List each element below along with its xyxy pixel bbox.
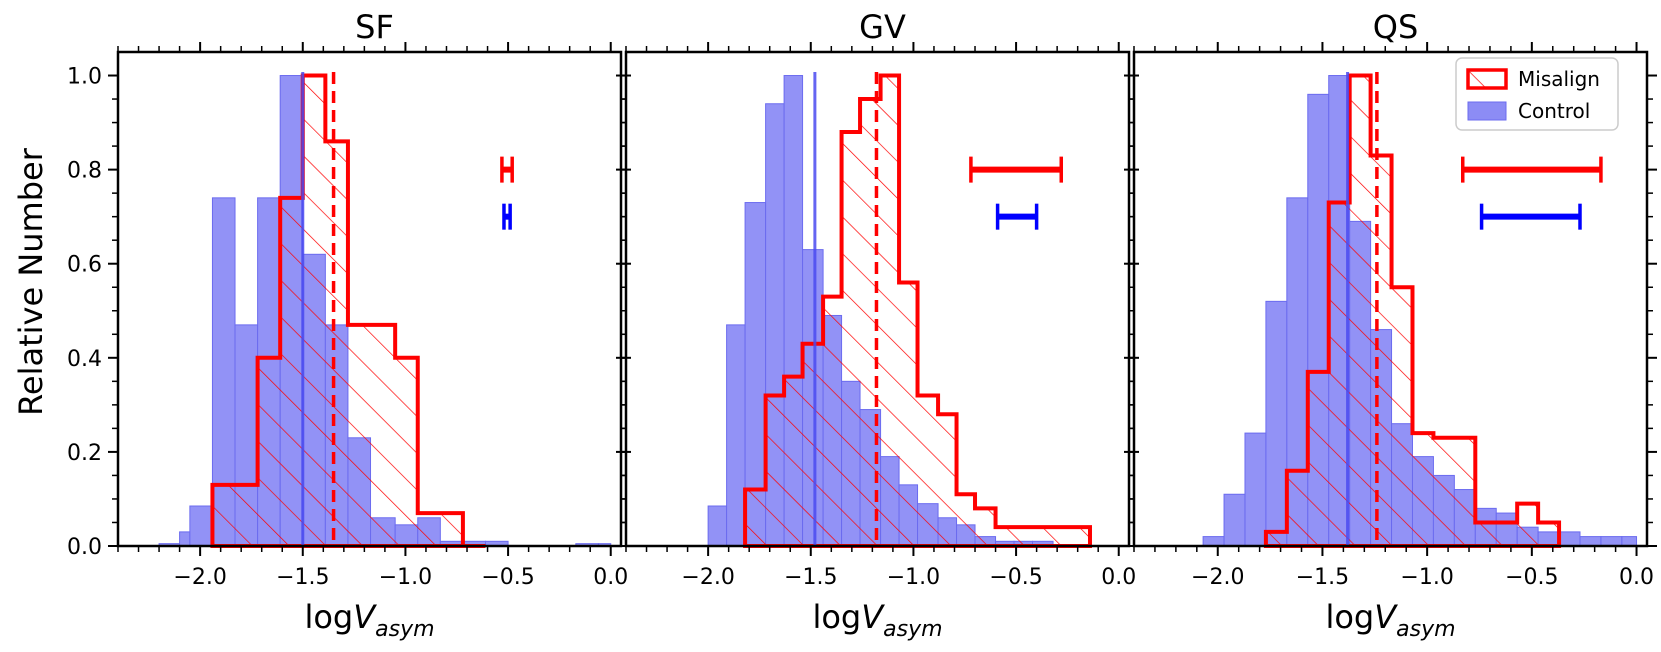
x-axis-label-var: V <box>861 598 885 636</box>
x-axis-label-sub: asym <box>375 617 434 642</box>
x-axis-label-prefix: log <box>1325 598 1374 636</box>
control-bar <box>189 505 213 547</box>
control-bar <box>1621 536 1638 547</box>
x-tick-label: 0.0 <box>1619 565 1654 590</box>
misalign-step-line <box>743 73 1092 548</box>
y-tick-label: 1.0 <box>67 65 102 90</box>
control-bar <box>179 531 191 547</box>
legend-control-swatch <box>1467 101 1507 121</box>
x-tick-label: −1.5 <box>1296 565 1349 590</box>
y-tick-label: 0.6 <box>67 253 102 278</box>
panel-title: QS <box>1373 8 1419 46</box>
control-bar <box>1223 493 1246 547</box>
panel-gv: −2.0 −1.5 −1.0 −0.5 0.0 GV <box>616 8 1139 590</box>
x-axis-label-prefix: log <box>304 598 353 636</box>
axes-frame <box>624 50 1131 548</box>
y-tick-label: 0.4 <box>67 347 102 372</box>
control-bar <box>1202 536 1225 547</box>
x-tick-label: −1.0 <box>1400 565 1453 590</box>
control-bar <box>707 505 728 547</box>
panel-qs: −2.0 −1.5 −1.0 −0.5 0.0 QS <box>1124 8 1657 590</box>
x-axis-label: logVasym <box>1325 598 1455 642</box>
misalign-hatch <box>745 75 1090 547</box>
x-axis-label-var: V <box>1374 598 1398 636</box>
control-bar <box>1558 531 1581 547</box>
x-tick-label: −2.0 <box>1191 565 1244 590</box>
x-tick-label: 0.0 <box>593 565 628 590</box>
x-tick-label: −2.0 <box>681 565 734 590</box>
x-axis-label-sub: asym <box>883 617 942 642</box>
legend-misalign-swatch <box>1466 68 1508 90</box>
panel-title: GV <box>859 8 906 46</box>
x-tick-label: −2.0 <box>173 565 226 590</box>
x-axis-label-sub: asym <box>1396 617 1455 642</box>
x-tick-label: 0.0 <box>1101 565 1136 590</box>
control-bar <box>1600 536 1623 547</box>
x-tick-label: −0.5 <box>989 565 1042 590</box>
x-axis-label: logVasym <box>812 598 942 642</box>
x-axis-label-prefix: log <box>812 598 861 636</box>
control-bar <box>1579 536 1602 547</box>
axes-frame <box>1132 50 1649 548</box>
legend-misalign-label: Misalign <box>1518 67 1600 91</box>
x-axis-label-var: V <box>353 598 377 636</box>
control-bar <box>1244 432 1267 547</box>
control-bar <box>1265 300 1288 547</box>
x-tick-label: −1.5 <box>276 565 329 590</box>
x-tick-label: −0.5 <box>481 565 534 590</box>
x-axis-label: logVasym <box>304 598 434 642</box>
x-axis-labels: logVasym logVasym logVasym <box>304 598 1455 642</box>
y-tick-label: 0.2 <box>67 441 102 466</box>
y-tick-label: 0.0 <box>67 535 102 560</box>
panel-title: SF <box>355 8 394 46</box>
x-tick-label: −1.5 <box>784 565 837 590</box>
x-tick-label: −1.0 <box>887 565 940 590</box>
panel-sf: −2.0 −1.5 −1.0 −0.5 0.0 0.0 0.2 0.4 0.6 0.8 1.0 SF <box>67 8 631 590</box>
misalign-step-line <box>210 73 486 548</box>
legend: Misalign Control <box>1455 57 1619 131</box>
misalign-step-line <box>1263 73 1562 548</box>
legend-control-label: Control <box>1518 99 1590 123</box>
y-tick-label: 0.8 <box>67 159 102 184</box>
control-bar <box>726 324 746 547</box>
x-tick-label: −1.0 <box>379 565 432 590</box>
x-tick-label: −0.5 <box>1505 565 1558 590</box>
axes-frame <box>116 50 623 548</box>
y-axis-label: Relative Number <box>12 147 50 416</box>
